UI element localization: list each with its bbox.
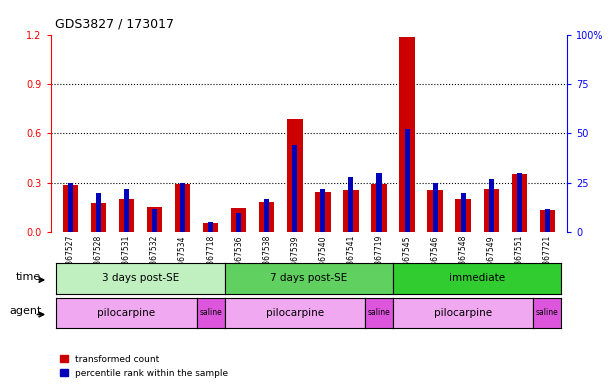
Bar	[371, 184, 387, 232]
Bar	[96, 193, 101, 232]
Bar	[175, 184, 190, 232]
Bar	[483, 189, 499, 232]
Bar	[461, 193, 466, 232]
Legend: transformed count, percentile rank within the sample: transformed count, percentile rank withi…	[59, 355, 228, 377]
Text: 7 days post-SE: 7 days post-SE	[270, 273, 348, 283]
Text: time: time	[15, 272, 40, 282]
Text: pilocarpine: pilocarpine	[266, 308, 324, 318]
Bar	[264, 199, 269, 232]
Bar	[147, 207, 163, 232]
Bar	[545, 209, 550, 232]
Bar	[428, 190, 443, 232]
Bar	[489, 179, 494, 232]
Bar	[259, 202, 274, 232]
Bar	[68, 183, 73, 232]
Bar	[315, 192, 331, 232]
Bar	[400, 37, 415, 232]
Bar	[376, 173, 381, 232]
Text: saline: saline	[368, 308, 390, 318]
Text: GDS3827 / 173017: GDS3827 / 173017	[55, 17, 174, 30]
Bar	[540, 210, 555, 232]
Text: saline: saline	[536, 308, 558, 318]
Bar	[152, 209, 157, 232]
Bar	[348, 177, 354, 232]
Bar	[511, 174, 527, 232]
Bar	[124, 189, 129, 232]
Bar	[517, 173, 522, 232]
Text: saline: saline	[199, 308, 222, 318]
Text: agent: agent	[9, 306, 42, 316]
Text: immediate: immediate	[449, 273, 505, 283]
Bar	[433, 183, 437, 232]
Text: 3 days post-SE: 3 days post-SE	[102, 273, 179, 283]
Bar	[208, 222, 213, 232]
Text: pilocarpine: pilocarpine	[434, 308, 492, 318]
Bar	[180, 183, 185, 232]
Bar	[320, 189, 326, 232]
Bar	[343, 190, 359, 232]
Text: pilocarpine: pilocarpine	[97, 308, 156, 318]
Bar	[90, 204, 106, 232]
Bar	[292, 145, 298, 232]
Bar	[63, 185, 78, 232]
Bar	[231, 209, 246, 232]
Bar	[119, 199, 134, 232]
Bar	[455, 199, 471, 232]
Bar	[404, 129, 409, 232]
Bar	[287, 119, 302, 232]
Bar	[203, 223, 218, 232]
Bar	[236, 213, 241, 232]
